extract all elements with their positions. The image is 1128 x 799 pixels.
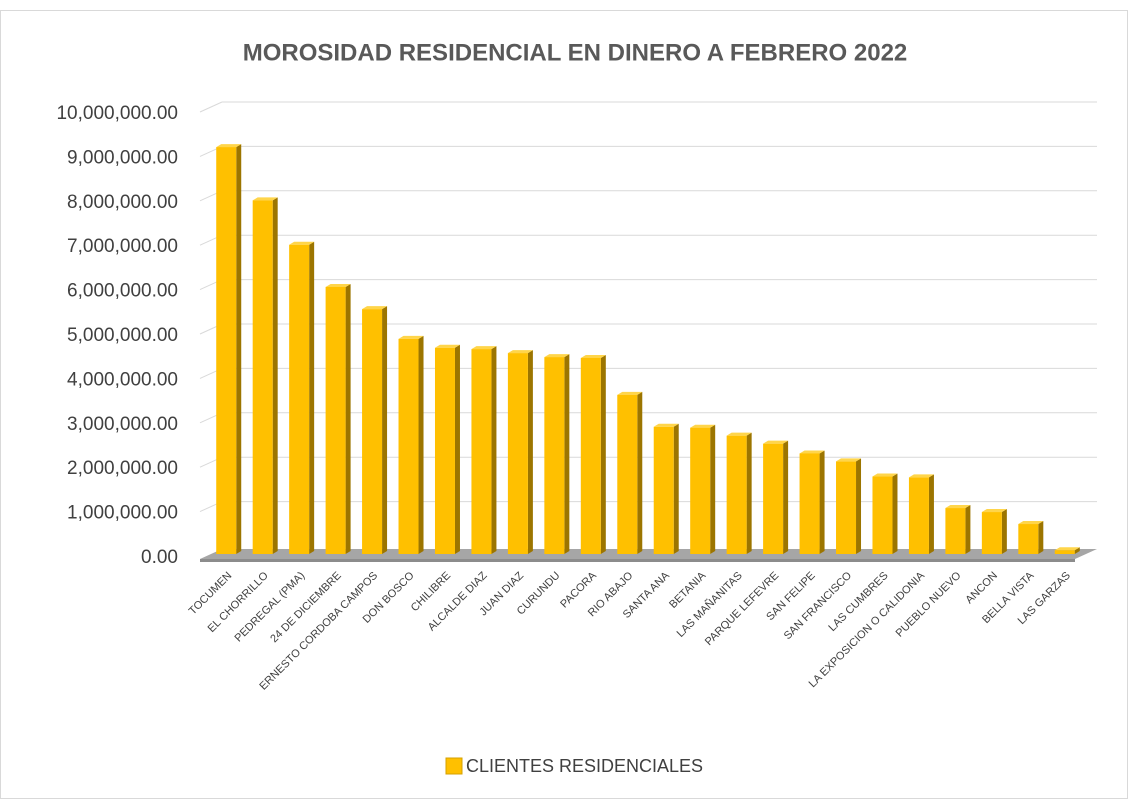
bar bbox=[763, 443, 784, 554]
bar bbox=[580, 357, 601, 554]
bar-top bbox=[325, 283, 351, 287]
bar bbox=[617, 394, 638, 554]
bar-side bbox=[1074, 547, 1080, 554]
bar bbox=[398, 338, 419, 554]
bar-top bbox=[617, 391, 643, 395]
bar-top bbox=[653, 423, 679, 427]
bar-side bbox=[564, 354, 570, 554]
bar-top bbox=[580, 354, 606, 358]
bar bbox=[981, 512, 1002, 554]
bar-top bbox=[471, 346, 497, 350]
bar bbox=[1018, 524, 1039, 554]
chart-title: MOROSIDAD RESIDENCIAL EN DINERO A FEBRER… bbox=[243, 39, 908, 66]
bar-side bbox=[600, 354, 606, 554]
y-tick-label: 0.00 bbox=[141, 547, 178, 568]
bar bbox=[945, 508, 966, 554]
bar-side bbox=[1038, 521, 1044, 554]
bar-top bbox=[763, 440, 789, 444]
bar-side bbox=[637, 391, 643, 554]
bar-top bbox=[799, 450, 825, 454]
bar bbox=[471, 349, 492, 554]
y-tick-label: 7,000,000.00 bbox=[67, 236, 178, 257]
bar-top bbox=[252, 197, 278, 201]
bar-top bbox=[872, 473, 898, 477]
bar bbox=[799, 453, 820, 554]
y-tick-label: 5,000,000.00 bbox=[67, 325, 178, 346]
bar-side bbox=[1001, 509, 1007, 554]
y-tick-label: 2,000,000.00 bbox=[67, 458, 178, 479]
bar bbox=[289, 244, 310, 554]
bar-side bbox=[673, 423, 679, 554]
bar bbox=[252, 200, 273, 555]
y-tick-label: 6,000,000.00 bbox=[67, 281, 178, 302]
bar-side bbox=[928, 474, 934, 554]
bar-top bbox=[289, 241, 315, 245]
bar-top bbox=[836, 458, 862, 462]
bar-top bbox=[981, 509, 1007, 513]
bar-side bbox=[382, 306, 388, 554]
bar-top bbox=[434, 344, 460, 348]
bar-side bbox=[272, 197, 278, 555]
y-tick-label: 8,000,000.00 bbox=[67, 192, 178, 213]
bar-side bbox=[819, 450, 825, 554]
bar-top bbox=[544, 354, 570, 358]
bar-side bbox=[345, 283, 351, 554]
bar bbox=[544, 357, 565, 554]
bar-side bbox=[892, 473, 898, 554]
legend-label: CLIENTES RESIDENCIALES bbox=[466, 756, 703, 776]
bar-side bbox=[236, 144, 242, 554]
bar bbox=[216, 147, 237, 554]
bar bbox=[836, 461, 857, 554]
bar-side bbox=[783, 440, 789, 554]
bar-top bbox=[726, 432, 752, 436]
bar bbox=[325, 286, 346, 554]
bar bbox=[507, 353, 528, 554]
bar bbox=[908, 477, 929, 554]
y-tick-label: 4,000,000.00 bbox=[67, 369, 178, 390]
bar-side bbox=[309, 241, 315, 554]
bar-top bbox=[908, 474, 934, 478]
bar-top bbox=[1018, 521, 1044, 525]
bar-side bbox=[746, 432, 752, 554]
bar-side bbox=[418, 335, 424, 554]
bar-top bbox=[216, 144, 242, 148]
bar-side bbox=[491, 346, 497, 554]
bar bbox=[1054, 550, 1075, 554]
bar bbox=[434, 347, 455, 554]
bar bbox=[690, 427, 711, 554]
bar-top bbox=[507, 350, 533, 354]
grid-line bbox=[199, 101, 223, 113]
floor-front bbox=[200, 559, 1075, 562]
bar-top bbox=[690, 424, 716, 428]
y-tick-label: 3,000,000.00 bbox=[67, 414, 178, 435]
bar bbox=[653, 426, 674, 554]
bar-side bbox=[856, 458, 862, 554]
bar bbox=[726, 435, 747, 554]
bar-top bbox=[945, 505, 971, 509]
y-tick-label: 9,000,000.00 bbox=[67, 147, 178, 168]
legend-swatch bbox=[445, 757, 463, 775]
y-tick-label: 10,000,000.00 bbox=[56, 103, 178, 124]
bar-top bbox=[1054, 547, 1080, 551]
y-tick-label: 1,000,000.00 bbox=[67, 503, 178, 524]
bar-top bbox=[398, 335, 424, 339]
bar-side bbox=[527, 350, 533, 554]
bar-side bbox=[710, 424, 716, 554]
bar bbox=[362, 309, 383, 554]
bar bbox=[872, 476, 893, 554]
bar-top bbox=[362, 306, 388, 310]
bar-side bbox=[965, 505, 971, 554]
bar-side bbox=[454, 344, 460, 554]
